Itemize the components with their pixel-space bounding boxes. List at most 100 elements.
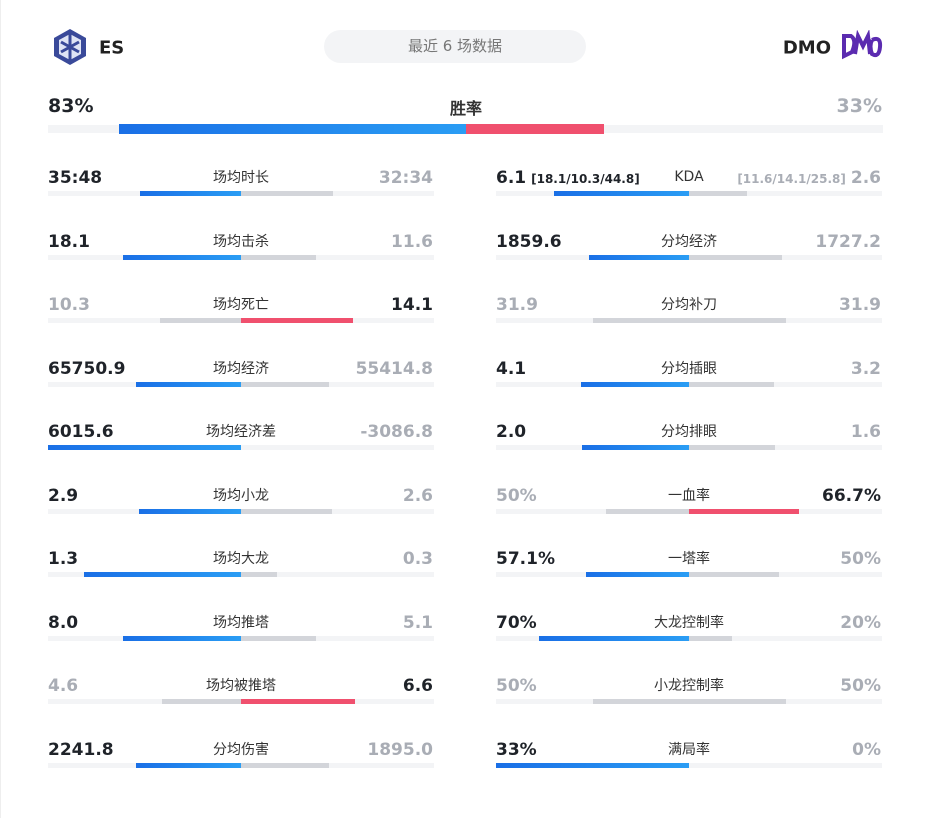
right-value-text: 1.6 bbox=[850, 422, 881, 442]
right-value: -3086.8 bbox=[360, 422, 433, 442]
left-team: ES bbox=[99, 37, 125, 59]
left-value: 8.0 bbox=[48, 613, 78, 633]
bar-right bbox=[241, 508, 333, 514]
bar-left bbox=[606, 508, 689, 514]
bar-right bbox=[689, 381, 774, 387]
left-value-text: 10.3 bbox=[48, 295, 90, 315]
left-value-text: 6.1 bbox=[496, 168, 527, 188]
stat-name: 场均大龙 bbox=[213, 551, 269, 567]
bar-left bbox=[161, 699, 241, 704]
bar-right bbox=[241, 254, 317, 260]
left-value-text: 50% bbox=[496, 676, 537, 696]
right-value: 20% bbox=[840, 613, 881, 633]
left-value-text: 2241.8 bbox=[48, 739, 114, 760]
right-value: 0.3 bbox=[403, 549, 433, 569]
left-value: 57.1% bbox=[496, 549, 555, 569]
bar-left bbox=[123, 254, 241, 260]
right-value-text: -3086.8 bbox=[360, 422, 433, 442]
right-value: 66.7% bbox=[822, 486, 881, 506]
left-value: 50% bbox=[496, 676, 537, 696]
bar-left bbox=[84, 572, 241, 577]
right-value-text: 0.3 bbox=[402, 549, 433, 569]
bar-left bbox=[592, 699, 689, 704]
bar-left bbox=[538, 635, 689, 641]
bar-left bbox=[136, 762, 241, 768]
bar-track bbox=[496, 762, 882, 768]
right-value: 32:34 bbox=[379, 168, 433, 188]
right-value-text: 55414.8 bbox=[355, 358, 433, 379]
left-value: 31.9 bbox=[496, 295, 538, 315]
right-value-text: 32:34 bbox=[378, 168, 433, 188]
right-value-text: 3.2 bbox=[850, 358, 881, 379]
left-value-text: 18.1 bbox=[48, 231, 90, 252]
right-team: DMO bbox=[782, 37, 831, 59]
kda-detail: [18.1/10.3/44.8] bbox=[531, 172, 640, 186]
right-value: 1895.0 bbox=[367, 740, 433, 760]
right-value-text: 1895.0 bbox=[367, 739, 433, 760]
left-value-text: 70% bbox=[496, 612, 537, 633]
bar-left bbox=[588, 254, 689, 260]
bar-right bbox=[689, 508, 800, 514]
stat-name: 一塔率 bbox=[668, 551, 710, 567]
bar-right bbox=[241, 318, 353, 323]
bar-left bbox=[136, 381, 241, 387]
kda-detail: [11.6/14.1/25.8] bbox=[737, 172, 846, 186]
left-value: 4.1 bbox=[496, 359, 526, 379]
right-value-text: 2.6 bbox=[402, 485, 433, 506]
left-value-text: 1859.6 bbox=[496, 231, 562, 252]
left-value: 65750.9 bbox=[48, 359, 125, 379]
right-value-text: 11.6 bbox=[391, 231, 433, 252]
stat-name: 场均时长 bbox=[213, 170, 269, 186]
left-value-text: 50% bbox=[496, 485, 537, 506]
bar-right bbox=[241, 381, 330, 387]
stat-name: 一血率 bbox=[668, 487, 710, 504]
stat-name: 场均小龙 bbox=[213, 487, 269, 504]
left-value-text: 2.0 bbox=[496, 422, 527, 442]
bar-right bbox=[241, 635, 317, 641]
right-value: 6.6 bbox=[403, 676, 433, 696]
left-value: 33% bbox=[496, 740, 537, 760]
left-value-text: 57.1% bbox=[496, 549, 555, 569]
left-value-text: 33% bbox=[496, 739, 537, 760]
right-value-text: 0% bbox=[852, 739, 881, 760]
stat-name: 分均补刀 bbox=[661, 297, 717, 313]
right-value-text: 6.6 bbox=[402, 676, 433, 696]
bar-right bbox=[241, 762, 330, 768]
right-value-text: 2.6 bbox=[850, 168, 881, 188]
winrate-right: 33% bbox=[836, 95, 882, 117]
winrate-name: 胜率 bbox=[449, 99, 483, 118]
left-value: 18.1 bbox=[48, 232, 90, 252]
stat-name: 满局率 bbox=[668, 741, 710, 758]
left-value: 2.0 bbox=[496, 422, 526, 442]
bar-right bbox=[241, 572, 278, 577]
title-pill: 最近 6 场数据 bbox=[324, 30, 586, 63]
left-value-text: 6015.6 bbox=[48, 422, 114, 442]
right-value: 50% bbox=[840, 549, 881, 569]
right-value: 1.6 bbox=[851, 422, 881, 442]
bar-left bbox=[159, 318, 241, 323]
stat-name: 分均插眼 bbox=[661, 360, 717, 377]
right-value-text: 50% bbox=[840, 676, 881, 696]
right-value: 2.6 bbox=[403, 486, 433, 506]
stat-name: 场均经济 bbox=[213, 360, 269, 377]
bar-right bbox=[689, 254, 782, 260]
left-value: 70% bbox=[496, 613, 537, 633]
stat-name: 场均推塔 bbox=[213, 614, 269, 631]
left-value: 2.9 bbox=[48, 486, 78, 506]
left-value-text: 4.1 bbox=[496, 358, 527, 379]
left-value: 1859.6 bbox=[496, 232, 562, 252]
right-value: 31.9 bbox=[839, 295, 881, 315]
stat-name: 场均击杀 bbox=[213, 233, 269, 250]
left-value: 35:48 bbox=[48, 168, 102, 188]
right-value: 1727.2 bbox=[815, 232, 881, 252]
bar-left bbox=[581, 445, 689, 450]
right-value-text: 14.1 bbox=[391, 295, 433, 315]
winrate-bar-left bbox=[118, 124, 466, 134]
stat-name: KDA bbox=[674, 169, 704, 185]
bar-left bbox=[586, 572, 689, 577]
bar-right bbox=[689, 318, 786, 323]
bar-right bbox=[689, 635, 732, 641]
stat-name: 场均经济差 bbox=[206, 424, 276, 440]
bar-track bbox=[48, 445, 434, 450]
